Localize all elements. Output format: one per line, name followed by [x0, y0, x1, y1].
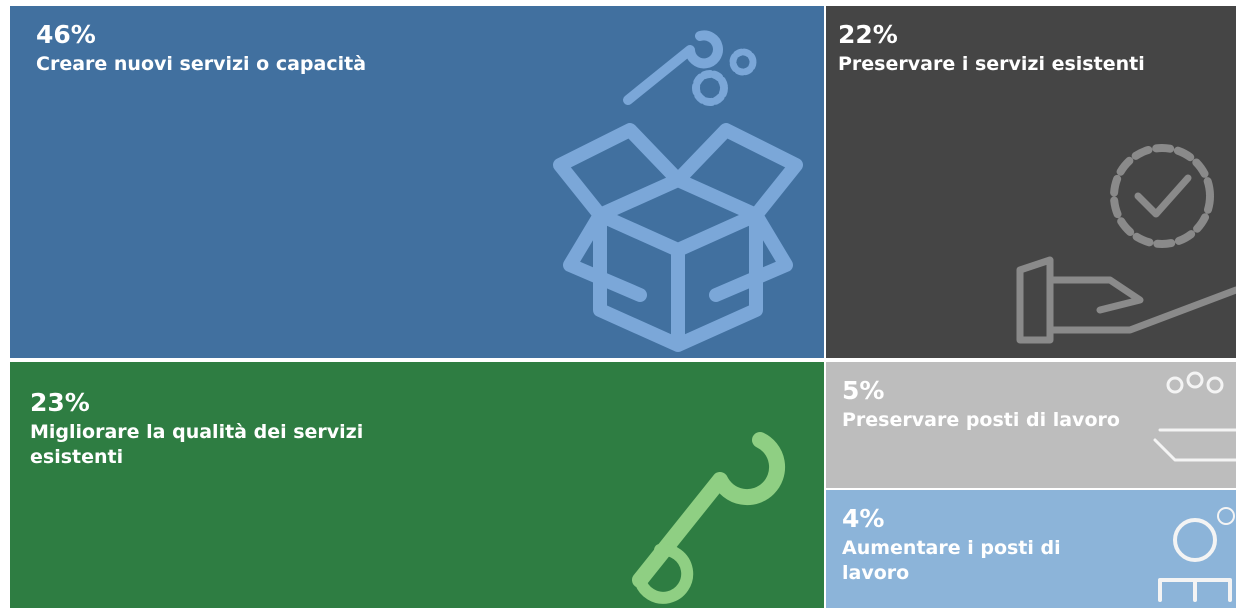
tile: 4% Aumentare i posti di lavoro: [826, 490, 1236, 608]
tile-label: Preservare posti di lavoro: [842, 409, 1120, 431]
tile: 5% Preservare posti di lavoro: [826, 362, 1236, 488]
tile: 23% Migliorare la qualità dei servizi esi…: [10, 362, 824, 608]
tile-label: Preservare i servizi esistenti: [838, 53, 1145, 75]
tile-label: Aumentare i posti di lavoro: [842, 537, 1061, 584]
value-label: 46%: [36, 20, 96, 49]
value-label: 5%: [842, 376, 885, 405]
value-label: 22%: [838, 20, 898, 49]
tile-label: Migliorare la qualità dei servizi esiste…: [30, 421, 364, 468]
value-label: 23%: [30, 388, 90, 417]
value-label: 4%: [842, 504, 885, 533]
tile: 22% Preservare i servizi esistenti: [826, 6, 1236, 358]
tile-label: Creare nuovi servizi o capacità: [36, 53, 367, 75]
tile: 46% Creare nuovi servizi o capacità: [10, 6, 824, 358]
